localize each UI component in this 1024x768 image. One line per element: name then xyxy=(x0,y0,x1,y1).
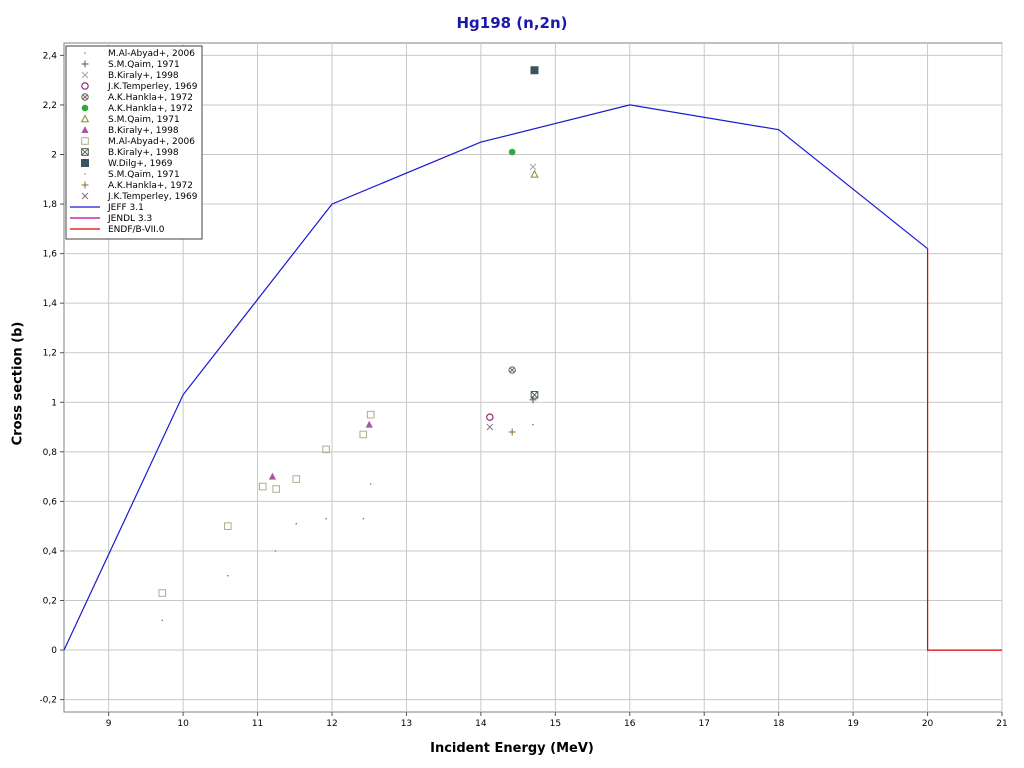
legend-marker-7 xyxy=(81,126,89,133)
y-tick-label: 0,4 xyxy=(43,547,58,557)
data-point-s8-p3 xyxy=(272,485,280,493)
legend-marker-2 xyxy=(81,71,89,79)
evaluation-lines xyxy=(63,104,1002,651)
legend-marker-1 xyxy=(81,60,89,68)
x-tick-label: 10 xyxy=(177,719,189,729)
y-tick-label: 2,2 xyxy=(43,101,57,111)
legend-label: J.K.Temperley, 1969 xyxy=(107,192,198,202)
data-point-s5-p0 xyxy=(508,148,516,156)
legend-label: S.M.Qaim, 1971 xyxy=(108,115,180,125)
data-point-s0-p5 xyxy=(362,517,365,520)
y-tick-label: 0 xyxy=(51,646,57,656)
data-point-s7-p1 xyxy=(365,420,373,428)
legend-label: B.Kiraly+, 1998 xyxy=(108,71,179,81)
y-tick-label: 1,2 xyxy=(43,349,57,359)
plot-area xyxy=(63,42,1003,713)
legend-label: S.M.Qaim, 1971 xyxy=(108,170,180,180)
x-tick-label: 20 xyxy=(922,719,934,729)
x-tick-label: 17 xyxy=(698,719,709,729)
data-point-s6-p0 xyxy=(530,169,539,178)
legend-label: J.K.Temperley, 1969 xyxy=(107,82,198,92)
legend-label: JEFF 3.1 xyxy=(107,203,144,213)
data-point-s8-p4 xyxy=(292,475,301,483)
data-point-s0-p4 xyxy=(325,517,327,520)
legend-label: M.Al-Abyad+, 2006 xyxy=(108,49,195,59)
data-point-s3-p0 xyxy=(486,413,494,421)
y-tick-label: 2 xyxy=(51,151,57,161)
data-point-s8-p6 xyxy=(359,430,368,439)
x-axis-label: Incident Energy (MeV) xyxy=(430,741,594,756)
data-point-s12-p0 xyxy=(508,428,516,436)
data-point-s10-p0 xyxy=(530,66,539,75)
data-point-s0-p2 xyxy=(274,550,277,552)
axis-ticks: 9 10 11 12 13 14 15 16 17 18 19 20 21-0,200,20,40,60… xyxy=(39,51,1007,729)
legend-label: B.Kiraly+, 1998 xyxy=(108,126,179,136)
legend-marker-13 xyxy=(81,192,89,200)
y-tick-label: 1,6 xyxy=(43,250,58,260)
legend-label: ENDF/B-VII.0 xyxy=(108,225,165,235)
data-points xyxy=(158,66,539,622)
data-point-s9-p0 xyxy=(530,391,539,399)
legend-marker-6 xyxy=(80,114,90,123)
legend-label: M.Al-Abyad+, 2006 xyxy=(108,137,195,147)
y-tick-label: 2,4 xyxy=(43,51,58,61)
legend-label: A.K.Hankla+, 1972 xyxy=(108,93,193,103)
legend-marker-5 xyxy=(81,104,89,112)
legend-marker-4 xyxy=(81,93,89,101)
data-point-s0-p7 xyxy=(532,423,534,426)
legend-label: JENDL 3.3 xyxy=(107,214,152,224)
x-tick-label: 19 xyxy=(847,719,859,729)
data-point-s0-p6 xyxy=(369,483,372,485)
y-tick-label: 1,4 xyxy=(43,299,58,309)
data-point-s0-p1 xyxy=(226,574,229,577)
x-tick-label: 11 xyxy=(252,719,263,729)
series-line-2 xyxy=(926,248,1002,651)
legend-marker-9 xyxy=(81,148,89,156)
legend-label: A.K.Hankla+, 1972 xyxy=(108,181,193,191)
legend-marker-11 xyxy=(84,173,86,175)
legend-label: S.M.Qaim, 1971 xyxy=(108,60,180,70)
legend-label: B.Kiraly+, 1998 xyxy=(108,148,179,158)
data-point-s1-p0 xyxy=(529,396,537,404)
y-tick-label: 1 xyxy=(51,398,57,408)
data-point-s7-p0 xyxy=(268,472,277,480)
data-point-s0-p0 xyxy=(161,619,164,622)
data-point-s8-p5 xyxy=(322,445,330,454)
x-tick-label: 16 xyxy=(624,719,636,729)
x-tick-label: 21 xyxy=(996,719,1007,729)
data-point-s2-p0 xyxy=(529,163,537,171)
data-point-s0-p3 xyxy=(295,522,298,525)
x-tick-label: 15 xyxy=(550,719,561,729)
data-point-s13-p0 xyxy=(486,423,494,431)
legend-marker-0 xyxy=(84,52,86,54)
legend-marker-3 xyxy=(81,82,89,90)
x-tick-label: 18 xyxy=(773,719,785,729)
data-point-s8-p0 xyxy=(158,589,167,597)
chart-title: Hg198 (n,2n) xyxy=(456,14,568,32)
x-tick-label: 9 xyxy=(106,719,112,729)
legend-label: A.K.Hankla+, 1972 xyxy=(108,104,193,114)
data-point-s8-p2 xyxy=(258,482,267,491)
y-tick-label: 0,2 xyxy=(43,597,57,607)
x-tick-label: 12 xyxy=(326,719,337,729)
x-tick-label: 13 xyxy=(401,719,412,729)
legend-marker-8 xyxy=(81,137,89,145)
legend-marker-12 xyxy=(81,181,89,189)
y-tick-label: 0,8 xyxy=(43,448,58,458)
data-point-s4-p0 xyxy=(508,366,516,374)
y-tick-label: -0,2 xyxy=(39,696,57,706)
data-point-s8-p1 xyxy=(223,522,232,530)
legend-label: W.Dilg+, 1969 xyxy=(108,159,173,169)
series-line-0 xyxy=(63,104,928,651)
legend-marker-10 xyxy=(81,159,89,167)
data-point-s8-p7 xyxy=(366,410,375,419)
y-tick-label: 0,6 xyxy=(43,497,58,507)
x-tick-label: 14 xyxy=(475,719,487,729)
y-tick-label: 1,8 xyxy=(43,200,58,210)
